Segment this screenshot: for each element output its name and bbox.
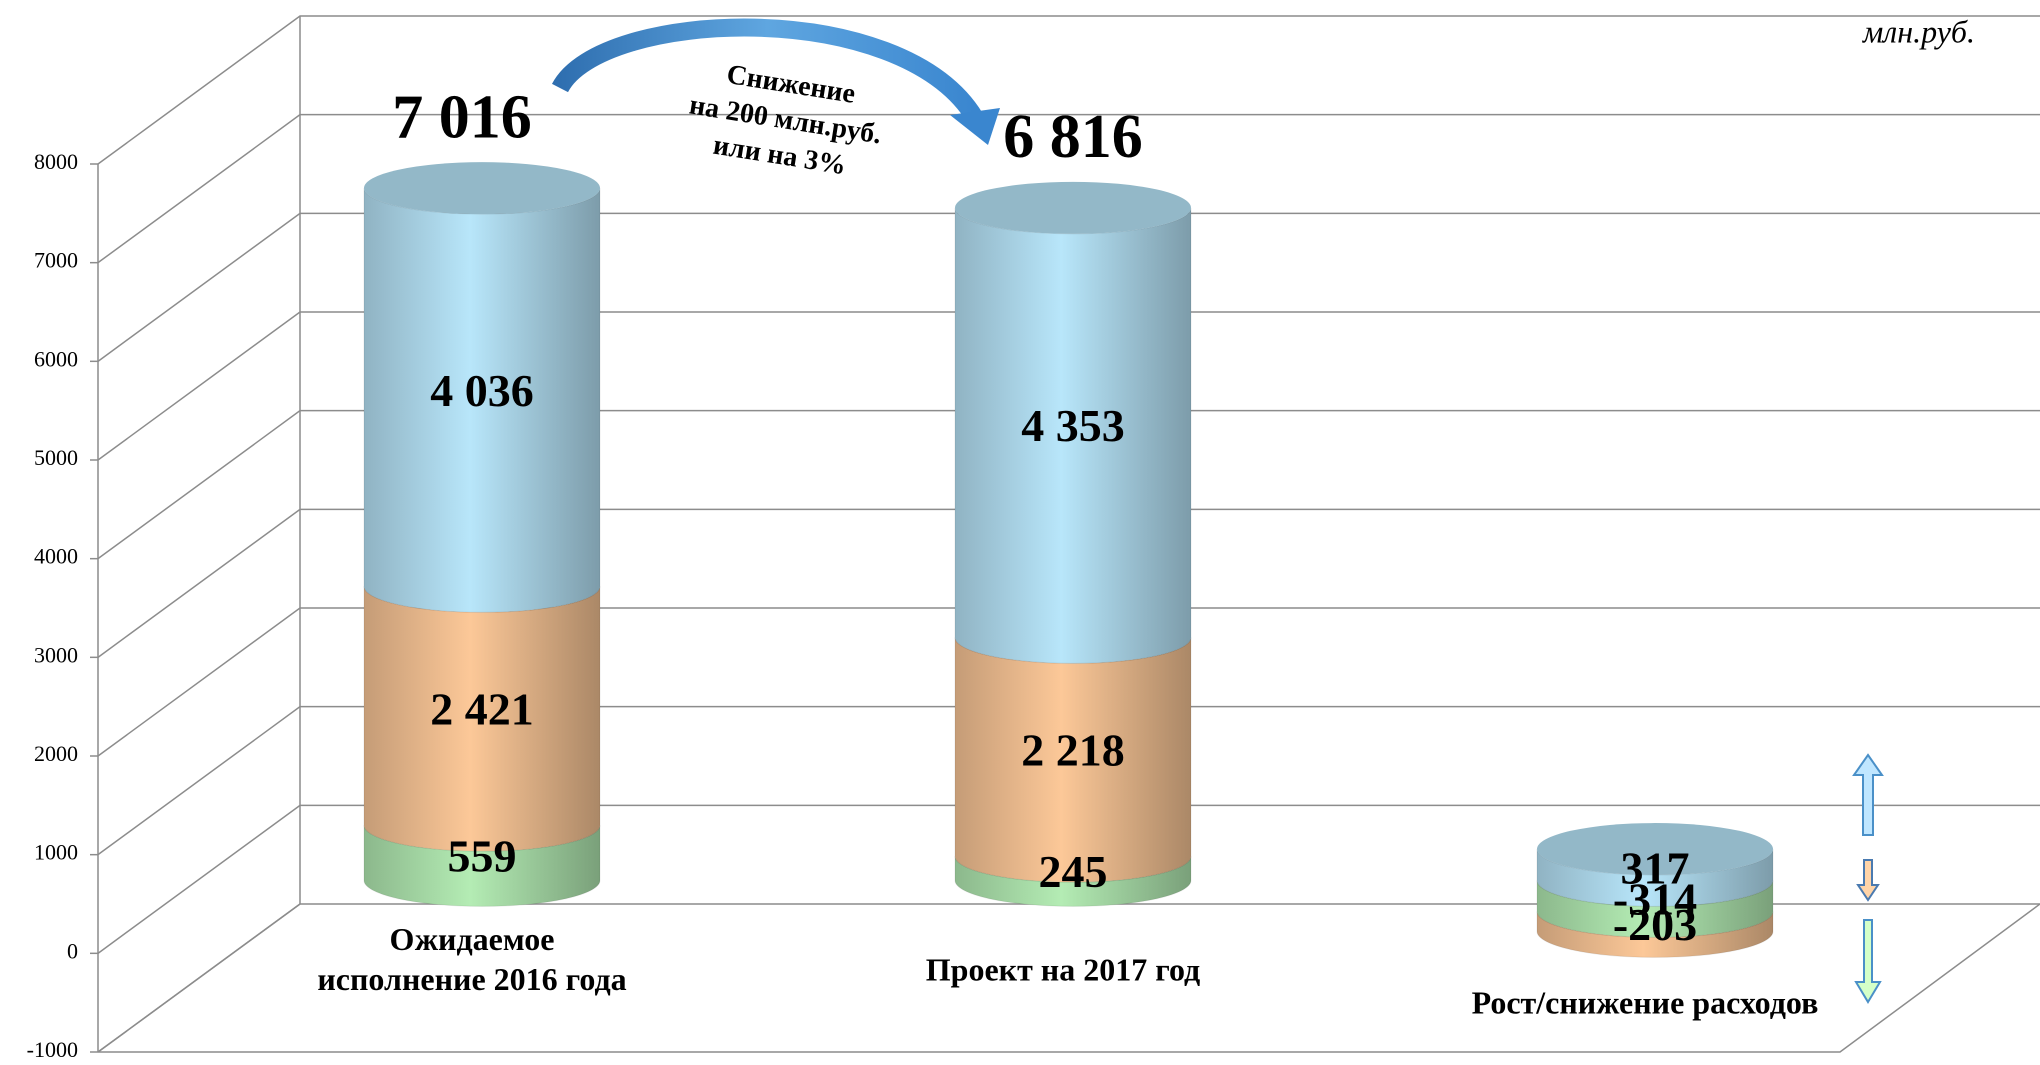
x-tick-label: Проект на 2017 год xyxy=(926,951,1200,987)
value-label: -203 xyxy=(1613,899,1697,950)
y-tick-label: 7000 xyxy=(34,248,78,273)
y-tick-label: 3000 xyxy=(34,642,78,667)
bar-top xyxy=(364,162,600,215)
value-label: 4 036 xyxy=(430,365,534,416)
total-label: 7 016 xyxy=(392,83,532,151)
floor-edge xyxy=(98,903,2040,1053)
value-label: 559 xyxy=(448,830,517,881)
total-label: 6 816 xyxy=(1003,103,1143,171)
y-tick-label: 0 xyxy=(67,938,78,963)
y-tick-label: 6000 xyxy=(34,346,78,371)
bar-top xyxy=(1537,823,1773,876)
value-label: 317 xyxy=(1621,842,1690,893)
value-label: 4 353 xyxy=(1021,400,1125,451)
value-label: 2 218 xyxy=(1021,724,1125,775)
y-tick-label: 4000 xyxy=(34,544,78,569)
walls: -1000 0 1000 2000 3000 4000 5000 6000 7000 8000 xyxy=(27,15,2040,1062)
unit-label: млн.руб. xyxy=(1862,13,1975,49)
x-tick-label: Ожидаемое исполнение 2016 года xyxy=(317,921,626,997)
change-arrowhead xyxy=(950,108,1000,145)
direction-arrows xyxy=(1852,753,1884,1004)
value-label: 245 xyxy=(1039,846,1108,897)
bar-top xyxy=(955,181,1191,234)
y-tick-label: 8000 xyxy=(34,149,78,174)
y-tick-label: -1000 xyxy=(27,1037,78,1062)
y-tick-label: 5000 xyxy=(34,445,78,470)
value-label: -314 xyxy=(1613,873,1697,924)
axis-line xyxy=(97,903,301,1053)
y-tick-label: 2000 xyxy=(34,741,78,766)
value-label: 2 421 xyxy=(430,683,534,734)
change-arrow xyxy=(552,18,983,123)
y-tick-label: 1000 xyxy=(34,840,78,865)
x-tick-label: Рост/снижение расходов xyxy=(1472,984,1819,1020)
